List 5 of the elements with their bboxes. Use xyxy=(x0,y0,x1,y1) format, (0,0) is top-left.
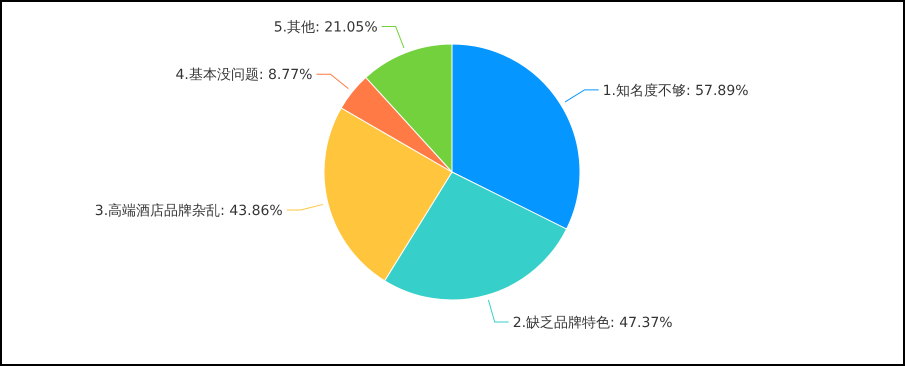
slice-label: 3.高端酒店品牌杂乱: 43.86% xyxy=(94,203,283,220)
slice-label: 2.缺乏品牌特色: 47.37% xyxy=(512,315,673,332)
slice-label: 4.基本没问题: 8.77% xyxy=(175,67,312,84)
slice-label: 1.知名度不够: 57.89% xyxy=(602,82,749,99)
slice-label: 5.其他: 21.05% xyxy=(274,20,378,36)
